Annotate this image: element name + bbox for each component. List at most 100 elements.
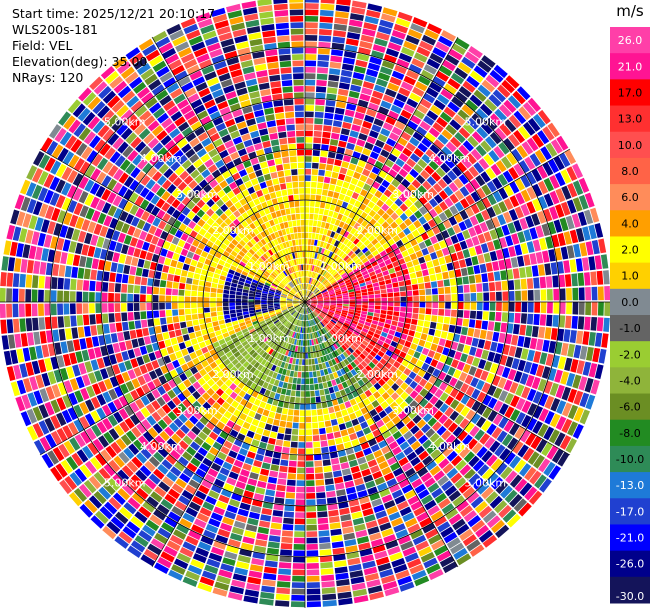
ppi-gate xyxy=(114,424,125,437)
ppi-gate xyxy=(502,302,509,312)
ppi-gate xyxy=(508,302,515,312)
ppi-gate xyxy=(356,325,363,331)
ppi-gate xyxy=(289,454,297,461)
ppi-gate xyxy=(318,536,331,544)
ppi-gate xyxy=(323,305,330,307)
ppi-gate xyxy=(28,215,38,230)
ppi-gate xyxy=(265,489,276,497)
ppi-gate xyxy=(196,512,210,523)
ppi-gate xyxy=(6,272,14,287)
ppi-gate xyxy=(494,444,506,457)
ppi-gate xyxy=(282,290,288,295)
ppi-gate xyxy=(355,293,362,297)
ppi-gate xyxy=(241,257,248,264)
ppi-gate xyxy=(224,336,232,343)
ppi-gate xyxy=(217,315,224,321)
ppi-gate xyxy=(603,317,610,332)
ppi-gate xyxy=(316,86,327,93)
ppi-gate xyxy=(62,394,72,408)
ppi-gate xyxy=(514,478,528,493)
ppi-gate xyxy=(248,299,255,302)
ppi-gate xyxy=(276,322,282,328)
ppi-gate xyxy=(297,306,301,312)
ppi-gate xyxy=(140,303,146,311)
ppi-gate xyxy=(309,306,314,311)
ppi-gate xyxy=(101,292,108,302)
ppi-gate xyxy=(192,400,202,410)
ppi-gate xyxy=(371,260,378,267)
ppi-gate xyxy=(312,162,319,169)
ppi-gate xyxy=(333,431,342,439)
ppi-gate xyxy=(305,321,307,327)
ppi-gate xyxy=(338,330,344,336)
ppi-gate xyxy=(501,156,512,169)
ppi-gate xyxy=(352,404,360,412)
ppi-gate xyxy=(198,228,207,236)
ppi-gate xyxy=(192,239,200,247)
ppi-gate xyxy=(149,514,163,526)
ppi-gate xyxy=(117,488,131,501)
ppi-gate xyxy=(421,154,432,164)
ppi-gate xyxy=(470,302,477,310)
ppi-gate xyxy=(477,464,490,477)
ppi-gate xyxy=(130,389,140,401)
ppi-gate xyxy=(199,323,207,330)
ppi-gate xyxy=(118,198,128,210)
ppi-gate xyxy=(296,384,301,391)
ppi-gate xyxy=(38,317,46,330)
ppi-gate xyxy=(222,250,230,258)
ppi-gate xyxy=(141,210,150,221)
ppi-gate xyxy=(288,323,293,329)
ppi-gate xyxy=(346,371,354,379)
ppi-gates xyxy=(0,0,611,608)
ppi-gate xyxy=(320,248,325,255)
ppi-gate xyxy=(321,195,327,203)
ppi-gate xyxy=(453,333,461,343)
ppi-gate xyxy=(152,217,161,227)
ppi-gate xyxy=(330,319,337,324)
ppi-gate xyxy=(349,273,356,279)
ppi-gate xyxy=(0,303,6,318)
ppi-gate xyxy=(511,233,520,245)
ppi-gate xyxy=(553,288,560,301)
ppi-gate xyxy=(287,304,293,307)
ppi-gate xyxy=(350,322,357,328)
ppi-gate xyxy=(284,287,290,292)
ppi-gate xyxy=(166,250,174,259)
ppi-gate xyxy=(261,300,267,302)
ppi-gate xyxy=(257,316,264,320)
ppi-gate xyxy=(308,226,313,233)
ppi-gate xyxy=(364,206,372,214)
ppi-gate xyxy=(445,302,451,309)
ppi-gate xyxy=(305,137,313,143)
ppi-gate xyxy=(289,324,294,330)
ppi-gate xyxy=(244,343,251,350)
ppi-gate xyxy=(514,279,521,290)
ppi-gate xyxy=(521,302,528,313)
ppi-gate xyxy=(386,138,397,147)
ppi-gate xyxy=(423,320,431,328)
ppi-gate xyxy=(425,288,432,295)
ppi-gate xyxy=(271,385,278,393)
ppi-gate xyxy=(397,275,404,282)
ppi-gate xyxy=(299,352,303,359)
ppi-gate xyxy=(492,177,503,190)
ppi-gate xyxy=(153,310,160,318)
ppi-gate xyxy=(476,311,483,320)
ppi-gate xyxy=(325,354,331,361)
ppi-gate xyxy=(131,378,141,389)
ppi-gate xyxy=(345,248,352,255)
ppi-gate xyxy=(354,65,366,74)
ppi-gate xyxy=(378,170,388,179)
ppi-gate xyxy=(72,103,86,118)
ppi-gate xyxy=(418,314,425,321)
ppi-gate xyxy=(310,278,314,285)
ppi-gate xyxy=(459,528,474,541)
ppi-gate xyxy=(414,264,422,272)
ppi-gate xyxy=(325,164,334,171)
ppi-gate xyxy=(282,309,288,313)
ppi-gate xyxy=(509,181,520,194)
ppi-gate xyxy=(159,295,165,302)
ppi-gate xyxy=(445,54,460,66)
ppi-gate xyxy=(63,290,70,302)
